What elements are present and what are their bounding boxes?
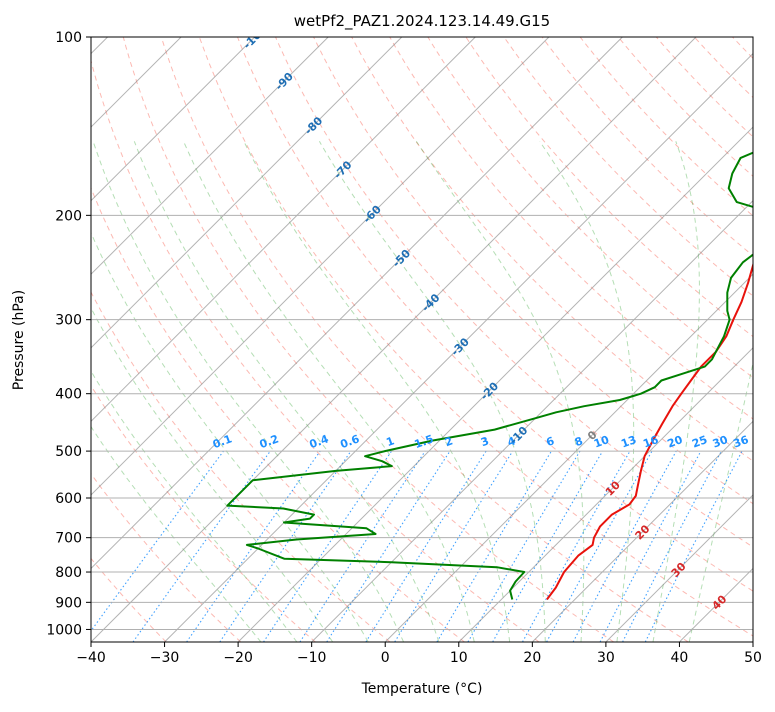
x-tick-label: 40 [671, 650, 689, 666]
y-tick-label: 400 [55, 387, 82, 403]
y-tick-label: 1000 [46, 622, 82, 638]
y-tick-label: 900 [55, 595, 82, 611]
y-tick-label: 100 [55, 30, 82, 46]
y-tick-label: 500 [55, 444, 82, 460]
x-tick-label: 20 [523, 650, 541, 666]
x-tick-label: 0 [381, 650, 390, 666]
y-tick-label: 700 [55, 531, 82, 547]
x-tick-label: −10 [297, 650, 327, 666]
x-tick-label: −30 [150, 650, 180, 666]
x-tick-label: 30 [597, 650, 615, 666]
x-tick-label: 50 [744, 650, 762, 666]
y-tick-label: 300 [55, 313, 82, 329]
chart-title: wetPf2_PAZ1.2024.123.14.49.G15 [294, 12, 550, 31]
y-tick-label: 200 [55, 208, 82, 224]
y-tick-label: 800 [55, 565, 82, 581]
x-axis-label: Temperature (°C) [361, 681, 483, 697]
y-axis-label: Pressure (hPa) [11, 290, 27, 390]
x-tick-label: −20 [223, 650, 253, 666]
y-tick-label: 600 [55, 491, 82, 507]
x-tick-label: −40 [76, 650, 106, 666]
x-tick-label: 10 [450, 650, 468, 666]
